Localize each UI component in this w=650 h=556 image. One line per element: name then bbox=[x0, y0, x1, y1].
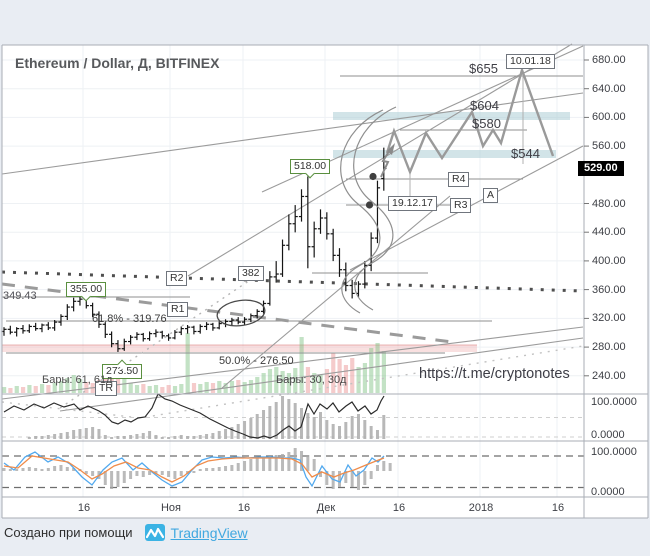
level-r2-box: R2 bbox=[166, 271, 188, 286]
time-tick-label: Ноя bbox=[160, 502, 182, 514]
bars-count-30d: Бары: 30, 30д bbox=[276, 374, 347, 386]
price-tick-label: 560.00 bbox=[592, 140, 626, 153]
price-tick-label: 680.00 bbox=[592, 54, 626, 66]
price-tick-label: 400.00 bbox=[592, 254, 626, 267]
callout-518: 518.00 bbox=[290, 159, 331, 174]
time-tick-label: Дек bbox=[316, 502, 336, 514]
time-tick-label: 2018 bbox=[468, 502, 494, 514]
price-tick-label: 320.00 bbox=[592, 312, 626, 325]
callout-27350: 273.50 bbox=[102, 364, 143, 379]
price-tick-label: 440.00 bbox=[592, 226, 626, 239]
panel2-bottom-label: 0.0000 bbox=[591, 486, 625, 498]
footer-text: Создано при помощи bbox=[4, 525, 133, 540]
level-r3-box: R3 bbox=[450, 198, 472, 213]
footer: Создано при помощи TradingView bbox=[4, 524, 248, 541]
fib-500-label: 50.0% - 276.50 bbox=[219, 355, 294, 367]
watermark-link[interactable]: https://t.me/cryptonotes bbox=[419, 366, 570, 382]
callout-355: 355.00 bbox=[66, 282, 107, 297]
time-tick-label: 16 bbox=[551, 502, 565, 514]
price-tick-label: 240.00 bbox=[592, 369, 626, 382]
target-655-label: $655 bbox=[469, 61, 498, 76]
panel2-top-label: 100.0000 bbox=[591, 446, 637, 458]
price-34943-label: 349.43 bbox=[3, 290, 37, 302]
time-tick-label: 16 bbox=[77, 502, 91, 514]
last-price-badge: 529.00 bbox=[578, 161, 624, 176]
price-tick-label: 640.00 bbox=[592, 82, 626, 95]
price-tick-label: 280.00 bbox=[592, 341, 626, 354]
price-tick-label: 360.00 bbox=[592, 283, 626, 296]
date-191217-box: 19.12.17 bbox=[388, 196, 437, 211]
bars-count-1d: Бары: 61, 61д bbox=[42, 374, 113, 386]
date-100118-box: 10.01.18 bbox=[506, 54, 555, 69]
time-tick-label: 16 bbox=[237, 502, 251, 514]
price-tick-label: 600.00 bbox=[592, 111, 626, 124]
panel1-bottom-label: 0.0000 bbox=[591, 429, 625, 441]
level-r4-box: R4 bbox=[448, 172, 470, 187]
target-604-label: $604 bbox=[470, 98, 499, 113]
panel1-top-label: 100.0000 bbox=[591, 396, 637, 408]
level-r1-box: R1 bbox=[167, 302, 189, 317]
tradingview-brand-link[interactable]: TradingView bbox=[170, 524, 248, 541]
target-544-label: $544 bbox=[511, 146, 540, 161]
target-580-label: $580 bbox=[472, 116, 501, 131]
time-tick-label: 16 bbox=[392, 502, 406, 514]
chart-title: Ethereum / Dollar, Д, BITFINEX bbox=[15, 55, 220, 71]
level-tr-box: TR bbox=[95, 381, 117, 396]
level-a-box: A bbox=[483, 188, 499, 203]
tradingview-logo-icon[interactable] bbox=[144, 524, 165, 541]
fib-618-label: 61.8% - 319.76 bbox=[92, 313, 167, 325]
price-tick-label: 480.00 bbox=[592, 197, 626, 210]
level-382-box: 382 bbox=[238, 266, 264, 281]
